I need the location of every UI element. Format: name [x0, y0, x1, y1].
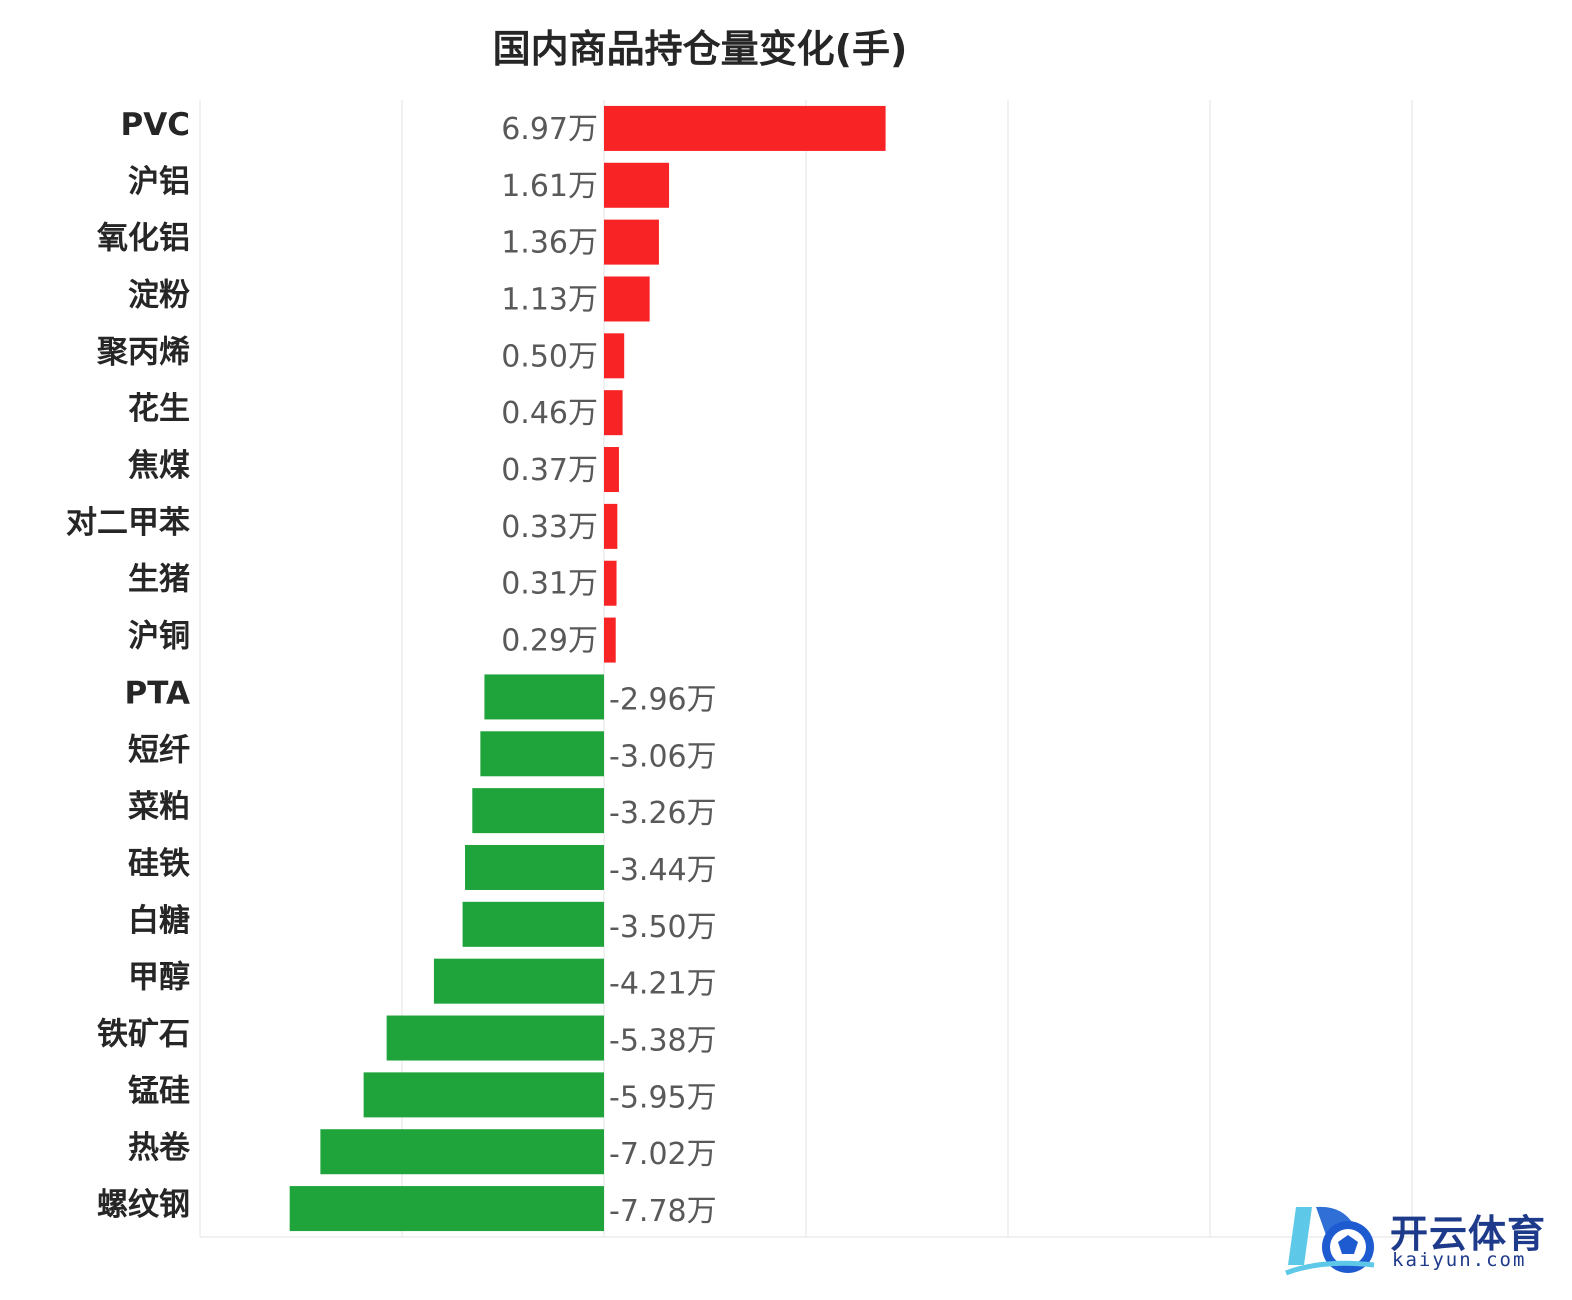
- category-label: 氧化铝: [97, 221, 190, 257]
- category-label: 焦煤: [128, 448, 190, 484]
- bar: [320, 1129, 604, 1175]
- data-label: 0.29万: [501, 624, 598, 659]
- category-label: 沪铜: [128, 619, 190, 655]
- data-label: -3.44万: [609, 853, 717, 888]
- data-label: 0.37万: [501, 453, 598, 488]
- data-label: 1.61万: [501, 169, 598, 204]
- data-label: 6.97万: [501, 112, 598, 147]
- bar: [604, 447, 619, 493]
- data-label: -3.50万: [609, 910, 717, 945]
- data-label: -3.26万: [609, 796, 717, 831]
- bar: [472, 788, 604, 834]
- category-label: 聚丙烯: [96, 334, 190, 370]
- bar: [604, 560, 617, 606]
- category-label: 螺纹钢: [97, 1187, 190, 1223]
- bar: [604, 162, 670, 208]
- brand-domain: kaiyun.com: [1392, 1249, 1527, 1271]
- category-label: 锰硅: [128, 1073, 190, 1109]
- category-label: 硅铁: [128, 846, 190, 882]
- category-label: 花生: [128, 391, 190, 427]
- data-label: 0.50万: [501, 339, 598, 374]
- category-label: 沪铝: [128, 164, 190, 200]
- category-label: 热卷: [128, 1130, 191, 1166]
- category-label: PVC: [121, 107, 190, 143]
- data-label: 0.33万: [501, 510, 598, 545]
- bar: [465, 844, 604, 890]
- data-label: -7.78万: [609, 1194, 717, 1229]
- bar: [433, 958, 604, 1004]
- data-label: 1.13万: [501, 282, 598, 317]
- category-label: 生猪: [128, 562, 190, 598]
- bar: [604, 617, 616, 663]
- brand-logo-icon: [1285, 1206, 1375, 1276]
- bar: [363, 1072, 604, 1118]
- category-label: 白糖: [128, 903, 190, 939]
- data-label: -7.02万: [609, 1137, 717, 1172]
- data-label: 0.46万: [501, 396, 598, 431]
- category-label: PTA: [125, 675, 190, 711]
- bar: [604, 219, 659, 265]
- data-label: -5.95万: [609, 1080, 717, 1115]
- bar: [480, 731, 604, 777]
- category-label: 菜粕: [128, 789, 190, 825]
- data-label: -5.38万: [609, 1024, 717, 1059]
- bar: [604, 333, 625, 379]
- chart-title: 国内商品持仓量变化(手): [492, 27, 908, 71]
- category-label: 甲醇: [128, 960, 190, 996]
- category-label: 短纤: [128, 732, 190, 768]
- data-label: 1.36万: [501, 226, 598, 261]
- brand-watermark: 开云体育 kaiyun.com: [1282, 1195, 1562, 1285]
- bar: [386, 1015, 604, 1061]
- bar: [604, 390, 623, 436]
- brand-name-cn: 开云体育: [1390, 1212, 1547, 1256]
- data-label: -2.96万: [609, 682, 717, 717]
- bar: [484, 674, 604, 720]
- category-label: 淀粉: [128, 277, 190, 313]
- bar: [604, 276, 650, 322]
- bar: [289, 1186, 604, 1232]
- bar: [604, 503, 618, 549]
- data-label: 0.31万: [501, 567, 598, 602]
- data-label: -3.06万: [609, 739, 717, 774]
- bar: [604, 105, 886, 151]
- category-label: 铁矿石: [97, 1017, 190, 1053]
- data-label: -4.21万: [609, 967, 717, 1002]
- bar: [462, 901, 604, 947]
- category-label: 对二甲苯: [66, 505, 190, 541]
